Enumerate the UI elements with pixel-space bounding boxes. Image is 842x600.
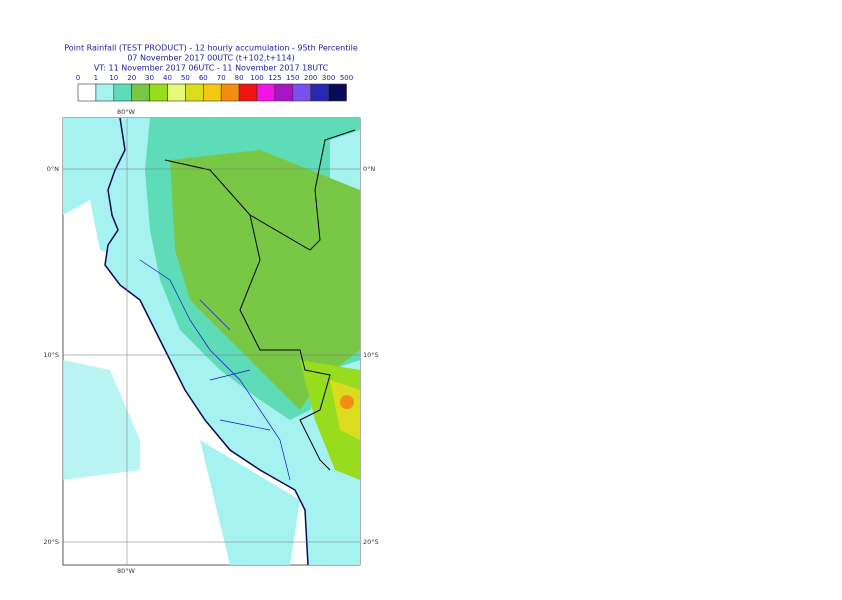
- legend-label: 50: [181, 74, 190, 82]
- lat-label: 10°S: [43, 351, 59, 359]
- legend-swatch: [167, 83, 186, 102]
- legend-label: 200: [304, 74, 317, 82]
- legend-swatch: [95, 83, 115, 102]
- legend-swatch: [238, 83, 258, 102]
- legend-swatch: [203, 83, 222, 102]
- lon-label: 80°W: [117, 567, 136, 575]
- valid-line: VT: 11 November 2017 06UTC - 11 November…: [94, 64, 329, 73]
- legend-label: 20: [127, 74, 136, 82]
- legend-swatch: [149, 83, 168, 102]
- legend: 0 1 10 20 30 40 50 60 70 80 100 125 150 200 300 500: [76, 74, 353, 102]
- legend-label: 150: [286, 74, 299, 82]
- lon-label: 80°W: [117, 108, 136, 116]
- rain-20: [170, 150, 360, 410]
- legend-swatch: [292, 83, 311, 102]
- legend-label: 125: [268, 74, 281, 82]
- ocean-rain: [200, 440, 300, 565]
- ocean-rain: [63, 360, 140, 480]
- lat-label: 0°N: [47, 165, 59, 173]
- title: Point Rainfall (TEST PRODUCT) - 12 hourl…: [64, 44, 358, 53]
- legend-swatch: [220, 83, 240, 102]
- legend-swatch: [310, 83, 329, 102]
- rain-50: [330, 380, 360, 440]
- rain-70: [340, 395, 354, 409]
- legend-label: 300: [322, 74, 335, 82]
- legend-label: 30: [145, 74, 154, 82]
- map: [62, 117, 361, 566]
- legend-label: 70: [217, 74, 226, 82]
- lat-label: 20°S: [43, 538, 59, 546]
- legend-swatch: [256, 83, 276, 102]
- legend-label: 40: [163, 74, 172, 82]
- legend-swatch: [77, 83, 97, 102]
- region-borders: [139, 259, 291, 481]
- legend-label: 100: [250, 74, 263, 82]
- legend-swatch: [131, 83, 150, 102]
- lat-label: 10°S: [363, 351, 379, 359]
- legend-swatch: [328, 83, 347, 102]
- coastline: [104, 117, 309, 566]
- legend-label: 10: [109, 74, 118, 82]
- legend-swatch: [274, 83, 294, 102]
- run-line: 07 November 2017 00UTC (t+102,t+114): [127, 54, 294, 63]
- legend-label: 1: [94, 74, 98, 82]
- legend-swatch: [113, 83, 133, 102]
- legend-label: 60: [199, 74, 208, 82]
- country-borders: [164, 129, 356, 471]
- legend-label: 80: [235, 74, 244, 82]
- legend-swatch: [185, 83, 204, 102]
- legend-label: 0: [76, 74, 80, 82]
- lat-label: 20°S: [363, 538, 379, 546]
- lat-label: 0°N: [363, 165, 375, 173]
- legend-label: 500: [340, 74, 353, 82]
